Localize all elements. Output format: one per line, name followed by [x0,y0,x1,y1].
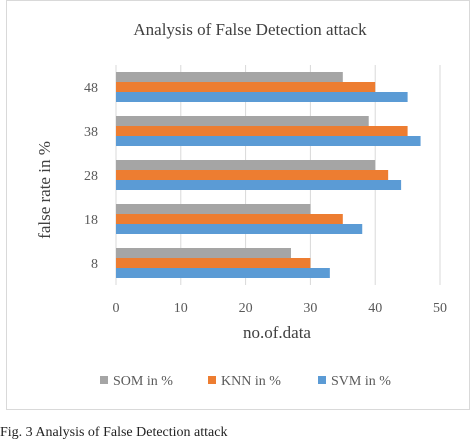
y-tick-labels: 8 18 28 38 48 [84,81,98,272]
y-tick-label: 18 [84,213,98,228]
bar-som-38 [116,116,369,126]
legend-swatch-som [100,376,108,384]
figure-caption: Fig. 3 Analysis of False Detection attac… [0,425,228,440]
x-axis-label: no.of.data [243,323,311,342]
bar-svm-38 [116,136,421,146]
legend-label-knn: KNN in % [221,374,281,389]
chart-title: Analysis of False Detection attack [133,20,367,39]
y-tick-label: 38 [84,125,98,140]
x-tick-label: 10 [174,301,188,316]
bar-knn-28 [116,170,389,180]
bar-som-18 [116,204,311,214]
legend-swatch-svm [318,376,326,384]
bar-svm-28 [116,180,402,190]
legend: SOM in % KNN in % SVM in % [100,374,391,389]
y-tick-label: 28 [84,169,98,184]
y-axis-label: false rate in % [35,141,54,239]
bar-knn-48 [116,82,376,92]
x-tick-labels: 0 10 20 30 40 50 [113,301,448,316]
legend-label-svm: SVM in % [331,374,391,389]
x-tick-label: 0 [113,301,120,316]
bar-knn-8 [116,258,311,268]
bar-svm-48 [116,92,408,102]
bars [116,72,421,278]
bar-knn-18 [116,214,343,224]
legend-label-som: SOM in % [113,374,173,389]
bar-som-48 [116,72,343,82]
bar-svm-8 [116,268,330,278]
y-tick-label: 8 [91,257,98,272]
x-tick-label: 40 [368,301,382,316]
bar-svm-18 [116,224,363,234]
x-tick-label: 50 [433,301,447,316]
legend-swatch-knn [208,376,216,384]
bar-som-28 [116,160,376,170]
x-tick-label: 30 [303,301,317,316]
x-tick-label: 20 [239,301,253,316]
bar-som-8 [116,248,291,258]
y-tick-label: 48 [84,81,98,96]
bar-knn-38 [116,126,408,136]
